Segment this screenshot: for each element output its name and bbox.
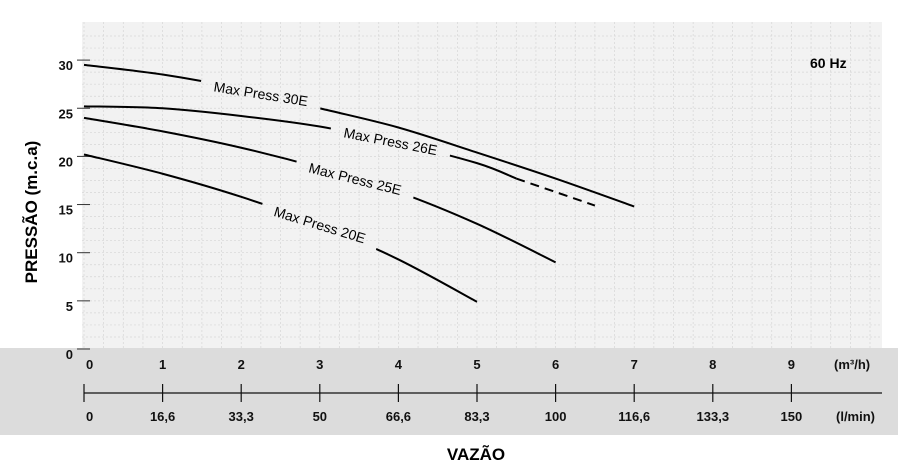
x-tick-label-lmin: 150 [781, 409, 803, 424]
curves [83, 63, 635, 303]
y-tick-label: 5 [66, 299, 73, 314]
y-axis-title: PRESSÃO (m.c.a) [21, 141, 41, 284]
plot-background [82, 22, 882, 348]
x-tick-label-lmin: 133,3 [697, 409, 730, 424]
x-tick-label-lmin: 33,3 [229, 409, 254, 424]
x-tick-label-lmin: 83,3 [464, 409, 489, 424]
x-tick-label-lmin: 116,6 [618, 409, 650, 424]
x-tick-label-m3h: 1 [159, 357, 166, 372]
x-tick-label-m3h: 2 [238, 357, 245, 372]
x-tick-label-m3h: 9 [788, 357, 795, 372]
y-tick-label: 25 [59, 106, 73, 121]
x-tick-label-lmin: 16,6 [150, 409, 175, 424]
x-unit-lmin: (l/min) [836, 409, 875, 424]
x-axis-title: VAZÃO [447, 444, 505, 464]
x-tick-label-m3h: 8 [709, 357, 716, 372]
grid [82, 22, 882, 350]
x-axis-band [0, 348, 898, 435]
x-tick-label-m3h: 5 [473, 357, 480, 372]
x-tick-label-m3h: 0 [86, 357, 93, 372]
x-unit-m3h: (m³/h) [834, 357, 870, 372]
y-tick-label: 20 [59, 154, 73, 169]
curve-max-press-20e [83, 153, 478, 303]
curve-max-press-25e [83, 116, 557, 264]
x-axis-lmin: 0 16,6 33,3 50 66,6 83,3 100 116,6 133,3 150 [86, 409, 802, 424]
y-tick-label: 30 [59, 58, 73, 73]
y-tick-label: 15 [59, 203, 73, 218]
x-tick-label-lmin: 100 [545, 409, 567, 424]
x-tick-label-lmin: 50 [313, 409, 327, 424]
x-tick-label-m3h: 6 [552, 357, 559, 372]
y-tick-label: 10 [59, 251, 73, 266]
x-axis-m3h: 0 1 2 3 4 5 6 7 8 9 [86, 357, 795, 372]
x-tick-label-lmin: 0 [86, 409, 93, 424]
x-tick-label-m3h: 3 [316, 357, 323, 372]
curve-max-press-30e [83, 63, 635, 208]
x-tick-label-m3h: 4 [395, 357, 403, 372]
frequency-annotation: 60 Hz [810, 55, 847, 71]
x-tick-label-m3h: 7 [631, 357, 638, 372]
y-axis: 0 5 10 15 20 25 30 [59, 58, 90, 362]
x-tick-label-lmin: 66,6 [386, 409, 411, 424]
x-scale-ticks [83, 384, 793, 402]
curve-max-press-26e [83, 105, 517, 180]
y-tick-label: 0 [66, 347, 73, 362]
